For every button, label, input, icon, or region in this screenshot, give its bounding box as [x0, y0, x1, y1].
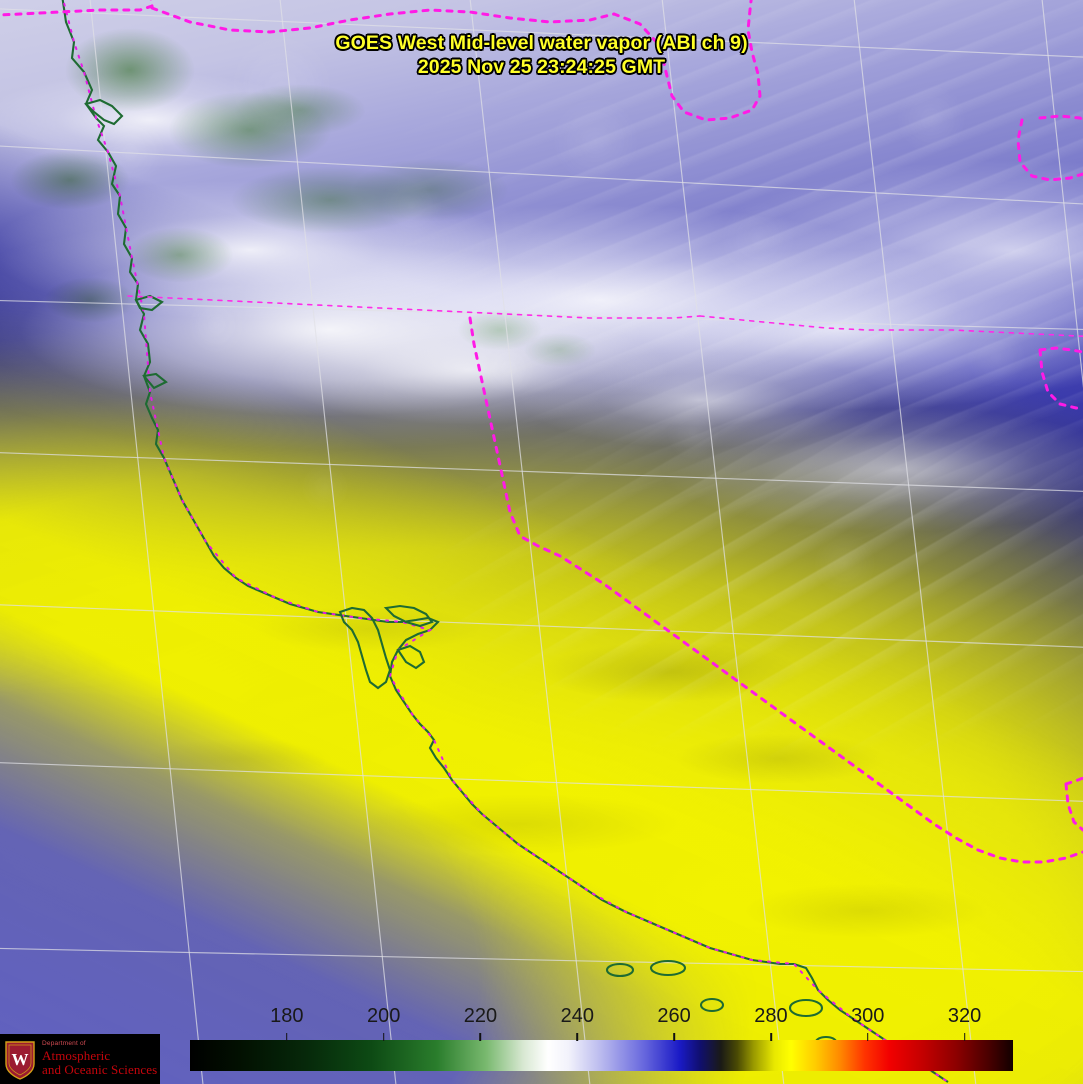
brightness-temperature-colorbar: 180 200 220 240 260 280 300 320	[190, 1005, 1013, 1071]
colorbar-tick	[770, 1033, 772, 1041]
colorbar-tick-label: 240	[560, 1005, 594, 1027]
uw-aos-logo: W Department of Atmospheric and Oceanic …	[0, 1034, 160, 1084]
colorbar-tick	[479, 1033, 482, 1041]
colorbar-tick-marks	[190, 1033, 1013, 1041]
logo-text-block: Department of Atmospheric and Oceanic Sc…	[42, 1041, 157, 1076]
colorbar-tick-label: 300	[851, 1005, 885, 1027]
colorbar-tick-labels: 180 200 220 240 260 280 300 320	[190, 1004, 1013, 1030]
colorbar-gradient	[190, 1040, 1013, 1071]
colorbar-tick-label: 220	[463, 1005, 498, 1027]
colorbar-tick	[382, 1033, 385, 1041]
logo-department-label: Department of	[42, 1040, 86, 1048]
colorbar-tick-label: 280	[754, 1005, 788, 1027]
colorbar-tick	[673, 1033, 675, 1041]
colorbar-tick	[576, 1033, 579, 1041]
colorbar-tick-label: 200	[366, 1005, 401, 1027]
colorbar-tick	[866, 1033, 869, 1041]
uw-crest-icon: W	[3, 1038, 37, 1080]
logo-line-1: Atmospheric	[42, 1048, 111, 1064]
colorbar-tick-label: 320	[947, 1005, 982, 1027]
colorbar-tick-label: 180	[270, 1005, 304, 1027]
logo-line-2: and Oceanic Sciences	[42, 1061, 158, 1077]
svg-text:W: W	[12, 1050, 29, 1069]
colorbar-tick	[286, 1033, 288, 1041]
colorbar-tick	[963, 1033, 966, 1041]
colorbar-tick-label: 260	[657, 1005, 691, 1027]
